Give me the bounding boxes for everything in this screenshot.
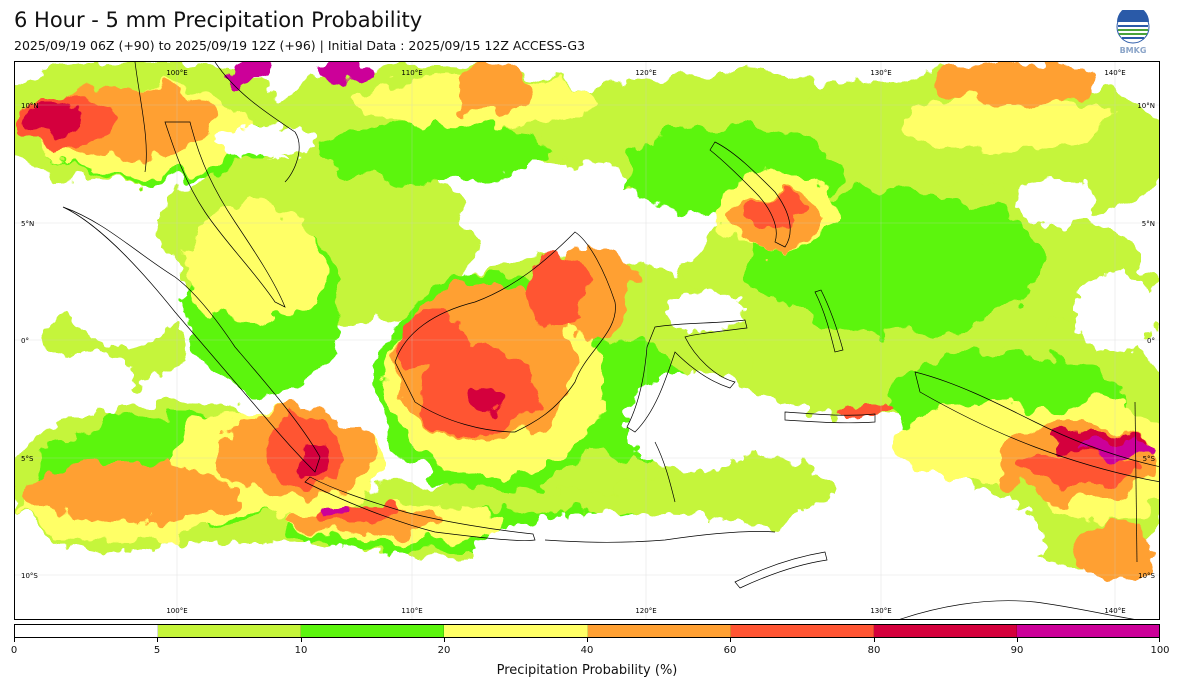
colorbar-segment (1016, 625, 1159, 637)
lon-label: 130°E (870, 69, 891, 77)
lon-label: 100°E (166, 69, 187, 77)
lon-labels-top: 100°E 110°E 120°E 130°E 140°E (166, 69, 1125, 77)
colorbar-tick-label: 80 (867, 645, 881, 656)
colorbar-label: Precipitation Probability (%) (496, 663, 678, 678)
colorbar-tick-mark (874, 638, 875, 642)
map-canvas: 100°E 110°E 120°E 130°E 140°E 100°E 110°… (15, 62, 1159, 619)
colorbar-tick-mark (157, 638, 158, 642)
lat-label: 5°S (1143, 455, 1156, 463)
graticule (15, 62, 1159, 619)
lat-label: 5°N (1142, 220, 1155, 228)
colorbar-tick-mark (14, 638, 15, 642)
lon-label: 100°E (166, 607, 187, 615)
lon-label: 110°E (401, 607, 422, 615)
colorbar-tick-label: 100 (1150, 645, 1170, 656)
lon-labels-bottom: 100°E 110°E 120°E 130°E 140°E (166, 607, 1125, 615)
svg-text:BMKG: BMKG (1120, 46, 1147, 55)
dry-areas (55, 126, 1155, 619)
colorbar-segment (444, 625, 588, 637)
colorbar-tick-label: 20 (437, 645, 451, 656)
lat-labels-left: 10°N 5°N 0° 5°S 10°S (21, 102, 39, 580)
lat-label: 5°S (21, 455, 34, 463)
colorbar-tick-label: 90 (1010, 645, 1024, 656)
colorbar (14, 624, 1160, 638)
colorbar-tick-mark (1159, 638, 1160, 642)
map-subtitle: 2025/09/19 06Z (+90) to 2025/09/19 12Z (… (14, 38, 586, 53)
lat-label: 10°S (21, 572, 38, 580)
lon-label: 120°E (635, 69, 656, 77)
lat-label: 10°N (21, 102, 39, 110)
lon-label: 120°E (635, 607, 656, 615)
colorbar-ticks: 0 5 10 20 40 60 80 90 100 (10, 638, 1170, 658)
colorbar-segment (301, 625, 445, 637)
lon-label: 110°E (401, 69, 422, 77)
lon-label: 140°E (1104, 607, 1125, 615)
colorbar-tick-label: 10 (294, 645, 308, 656)
colorbar-tick-label: 60 (723, 645, 737, 656)
colorbar-segment (873, 625, 1017, 637)
map-title: 6 Hour - 5 mm Precipitation Probability (14, 8, 423, 32)
colorbar-tick-label: 5 (153, 645, 161, 656)
colorbar-segment (158, 625, 302, 637)
coastlines (62, 62, 1159, 619)
colorbar-tick-label: 40 (580, 645, 594, 656)
bmkg-logo: BMKG (1112, 6, 1154, 56)
lat-label: 10°S (1138, 572, 1155, 580)
colorbar-tick-mark (730, 638, 731, 642)
lat-label: 5°N (21, 220, 34, 228)
colorbar-segment (730, 625, 874, 637)
lat-label: 0° (1147, 337, 1155, 345)
lat-label: 0° (21, 337, 29, 345)
colorbar-tick-mark (301, 638, 302, 642)
lon-label: 140°E (1104, 69, 1125, 77)
colorbar-tick-label: 0 (10, 645, 18, 656)
lon-label: 130°E (870, 607, 891, 615)
precipitation-map: 100°E 110°E 120°E 130°E 140°E 100°E 110°… (14, 61, 1160, 620)
lat-label: 10°N (1137, 102, 1155, 110)
lat-labels-right: 10°N 5°N 0° 5°S 10°S (1137, 102, 1155, 580)
colorbar-tick-mark (587, 638, 588, 642)
colorbar-segment (587, 625, 731, 637)
colorbar-tick-mark (1017, 638, 1018, 642)
colorbar-segment (15, 625, 159, 637)
colorbar-tick-mark (444, 638, 445, 642)
